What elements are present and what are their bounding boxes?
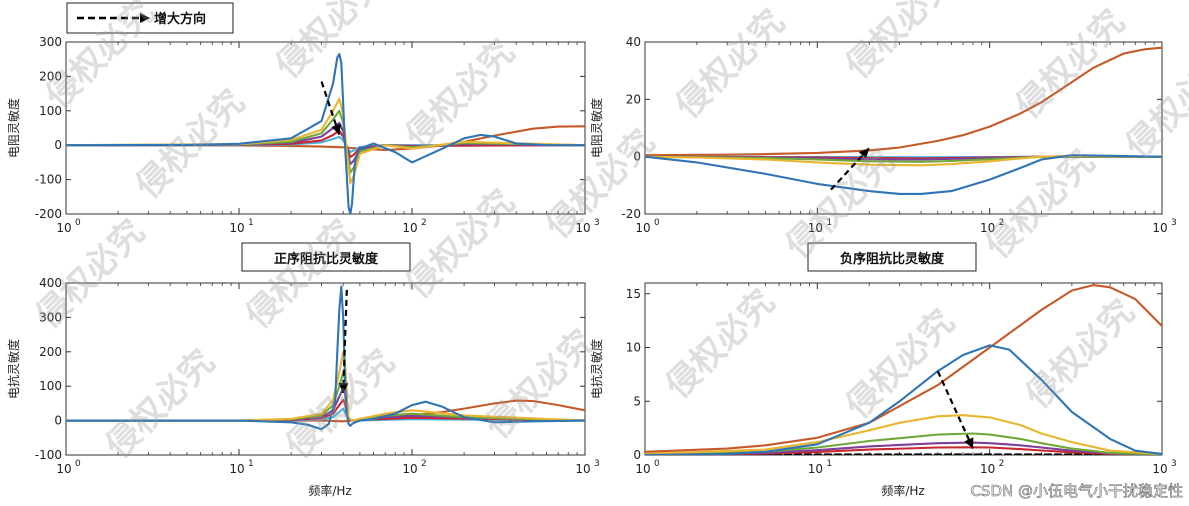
title-frame <box>807 242 977 272</box>
direction-arrow-shaft <box>936 370 974 450</box>
y-tick-label: -200 <box>35 207 62 221</box>
x-tick-exponent: 0 <box>75 218 81 228</box>
series-line-yellow <box>645 414 1162 455</box>
chart-title: 负序阻抗比灵敏度 <box>840 251 945 267</box>
series-line-purple <box>645 441 1162 455</box>
series-line-blue <box>645 344 1162 455</box>
series-line-green <box>645 432 1162 455</box>
x-tick-exponent: 1 <box>826 459 832 469</box>
y-tick-label: 0 <box>54 414 62 428</box>
x-tick-exponent: 2 <box>999 459 1005 469</box>
x-tick-exponent: 2 <box>421 218 427 228</box>
series-group <box>66 52 585 214</box>
x-tick-label: 10 <box>808 221 823 235</box>
series-line-blue <box>645 154 1162 195</box>
x-tick-exponent: 1 <box>248 459 254 469</box>
legend-arrowhead <box>140 13 150 23</box>
series-line-orange <box>645 284 1162 453</box>
x-tick-label: 10 <box>229 462 244 476</box>
x-tick-exponent: 3 <box>594 218 600 228</box>
x-axis-label: 频率/Hz <box>308 483 351 498</box>
y-tick-label: 0 <box>633 448 641 462</box>
title-box-top-right: 正序阻抗比灵敏度 <box>241 242 411 272</box>
series-group <box>645 284 1162 455</box>
title-frame <box>241 242 411 272</box>
x-tick-label: 10 <box>980 462 995 476</box>
x-tick-exponent: 1 <box>826 218 832 228</box>
plot-frame <box>644 282 1163 456</box>
x-tick-label: 10 <box>229 221 244 235</box>
x-tick-exponent: 2 <box>999 218 1005 228</box>
y-tick-label: 100 <box>39 104 62 118</box>
series-line-red <box>645 446 1162 455</box>
legend-label: 增大方向 <box>154 11 206 27</box>
direction-arrowhead <box>964 437 974 449</box>
series-line-orange <box>66 125 585 152</box>
x-tick-exponent: 3 <box>594 459 600 469</box>
title-box-bottom-right: 负序阻抗比灵敏度 <box>807 242 977 272</box>
x-tick-label: 10 <box>635 221 650 235</box>
y-tick-label: -100 <box>35 448 62 462</box>
x-axis-label: 频率/Hz <box>881 483 924 498</box>
direction-arrowhead <box>858 148 870 159</box>
y-tick-label: 0 <box>54 138 62 152</box>
y-tick-label: -100 <box>35 173 62 187</box>
y-axis-label: 电阻灵敏度 <box>6 98 21 158</box>
direction-arrowhead <box>331 123 341 135</box>
x-tick-label: 10 <box>1152 221 1167 235</box>
y-tick-label: 0 <box>633 150 641 164</box>
x-tick-exponent: 0 <box>654 218 660 228</box>
y-tick-label: 10 <box>626 341 641 355</box>
x-tick-label: 10 <box>56 221 71 235</box>
y-tick-label: 5 <box>633 394 641 408</box>
y-tick-label: 400 <box>39 276 62 290</box>
credit-text: CSDN @小伍电气小干扰稳定性 <box>970 482 1183 500</box>
series-line-orange <box>645 46 1162 157</box>
chart-title: 正序阻抗比灵敏度 <box>274 251 379 267</box>
x-tick-label: 10 <box>1152 462 1167 476</box>
y-tick-label: 15 <box>626 287 641 301</box>
x-tick-label: 10 <box>402 221 417 235</box>
series-line-blue <box>66 285 585 431</box>
y-axis-label: 电抗灵敏度 <box>589 339 604 399</box>
y-tick-label: 100 <box>39 379 62 393</box>
plot-frame <box>644 41 1163 215</box>
x-tick-label: 10 <box>635 462 650 476</box>
x-tick-exponent: 0 <box>654 459 660 469</box>
x-tick-label: 10 <box>980 221 995 235</box>
y-tick-label: 20 <box>626 92 641 106</box>
y-axis-label: 电阻灵敏度 <box>589 98 604 158</box>
x-tick-label: 10 <box>808 462 823 476</box>
x-tick-label: 10 <box>402 462 417 476</box>
x-tick-label: 10 <box>575 462 590 476</box>
x-tick-exponent: 1 <box>248 218 254 228</box>
series-group <box>66 285 585 431</box>
y-tick-label: 40 <box>626 35 641 49</box>
y-axis-label: 电抗灵敏度 <box>6 339 21 399</box>
series-group <box>645 46 1162 195</box>
direction-arrowhead <box>338 382 349 394</box>
x-tick-label: 10 <box>575 221 590 235</box>
series-line-yellow <box>645 154 1162 167</box>
x-tick-exponent: 2 <box>421 459 427 469</box>
x-tick-exponent: 0 <box>75 459 81 469</box>
series-line-yellow <box>66 97 585 185</box>
y-tick-label: 200 <box>39 345 62 359</box>
y-tick-label: 300 <box>39 310 62 324</box>
direction-arrow-shaft <box>342 289 348 394</box>
y-tick-label: 300 <box>39 35 62 49</box>
y-tick-label: 200 <box>39 69 62 83</box>
x-tick-label: 10 <box>56 462 71 476</box>
legend: 增大方向 <box>66 2 234 34</box>
x-tick-exponent: 3 <box>1171 459 1177 469</box>
y-tick-label: -20 <box>621 207 641 221</box>
x-tick-exponent: 3 <box>1171 218 1177 228</box>
